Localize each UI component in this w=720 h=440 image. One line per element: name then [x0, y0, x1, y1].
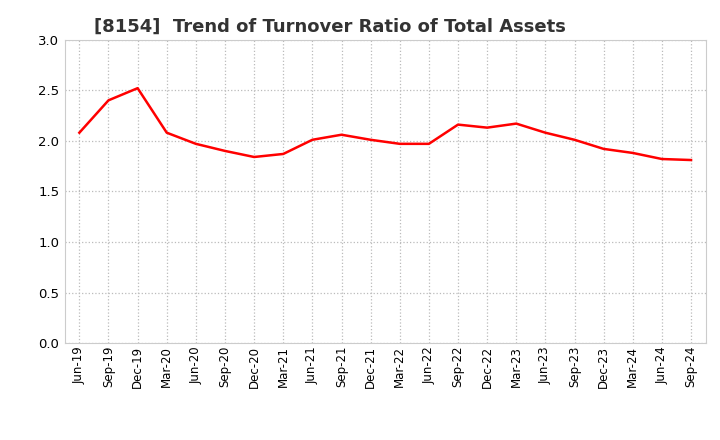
Text: [8154]  Trend of Turnover Ratio of Total Assets: [8154] Trend of Turnover Ratio of Total …	[94, 18, 565, 36]
